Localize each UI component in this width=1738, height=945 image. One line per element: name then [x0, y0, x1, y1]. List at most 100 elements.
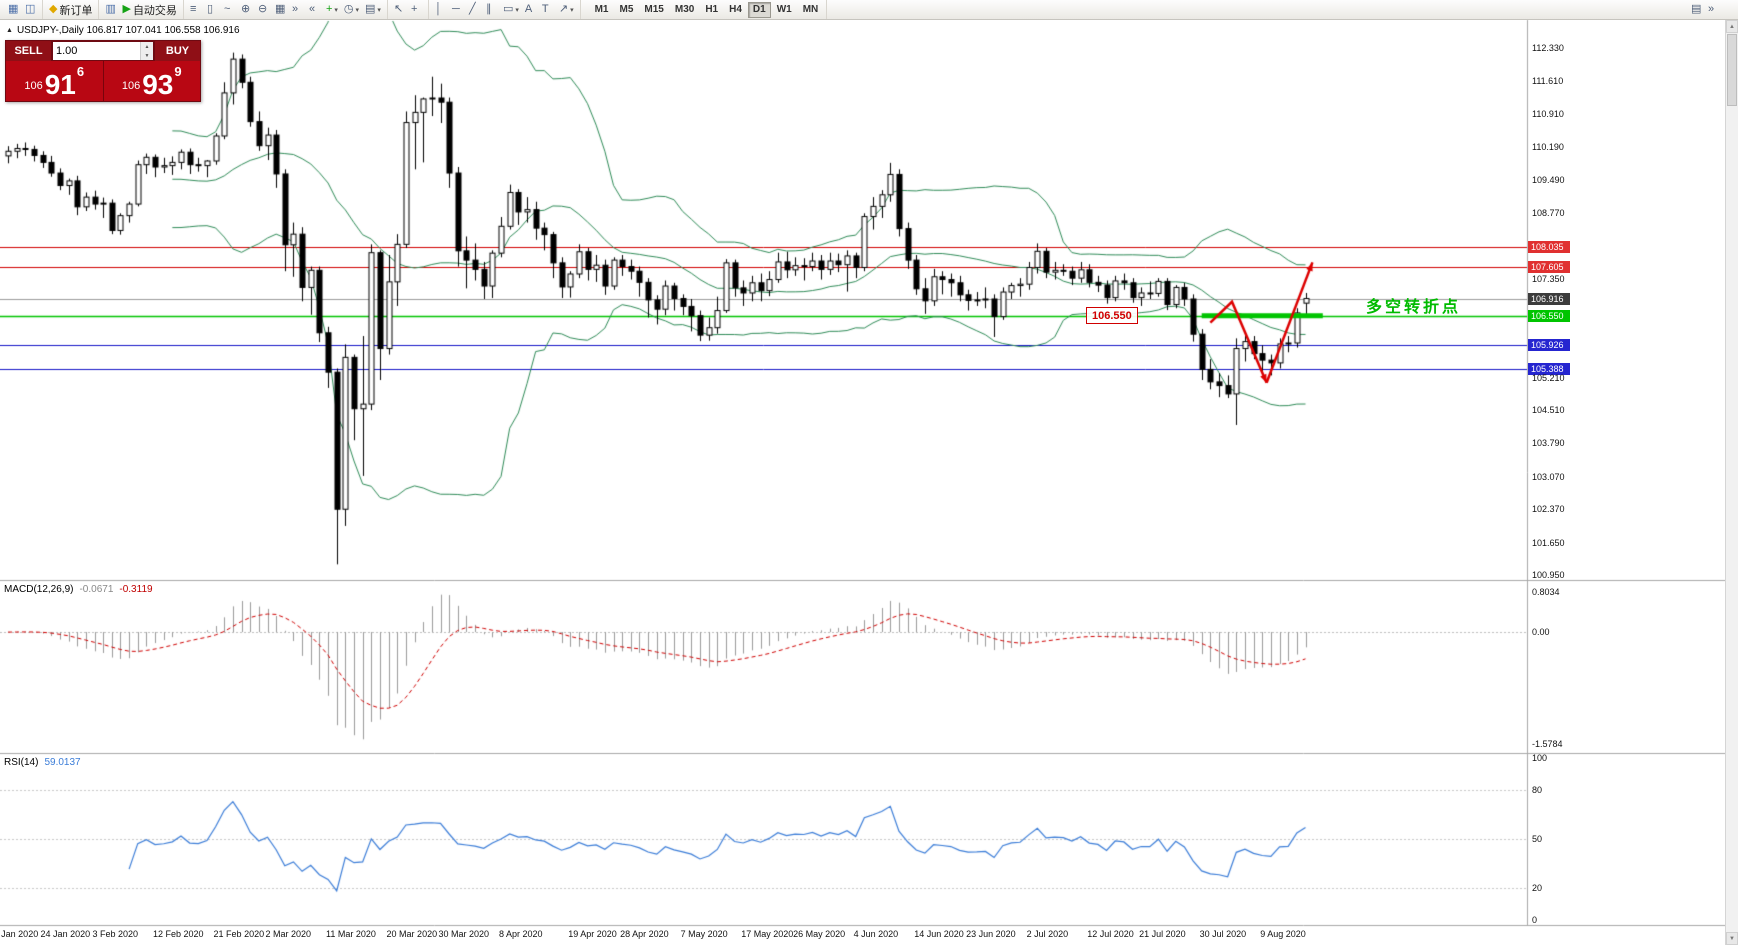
sell-price-pip: 6: [76, 64, 85, 79]
arrows-icon: ↗: [558, 3, 569, 15]
arrows-button[interactable]: ↗ ▾: [556, 1, 577, 18]
trendline-icon: ╱: [468, 3, 476, 15]
timeframe-d1-button[interactable]: D1: [747, 1, 771, 18]
horizontal-line-icon: ─: [451, 3, 460, 15]
timeframe-h1-button[interactable]: H1: [700, 2, 723, 18]
timeframe-w1-button[interactable]: W1: [772, 2, 797, 18]
price-axis-label: 108.770: [1532, 207, 1565, 218]
volume-increase-button[interactable]: ▲: [141, 42, 153, 51]
tile-windows-button[interactable]: ▦: [272, 1, 289, 18]
rsi-name: RSI(14): [4, 757, 39, 768]
cursor-icon: ↖: [393, 3, 404, 15]
price-scale[interactable]: 112.330 111.610 110.910 110.190 109.490 108.7…: [1527, 0, 1738, 945]
periods-button[interactable]: ◷ ▾: [341, 1, 362, 18]
zoom-out-button[interactable]: ⊖: [255, 1, 272, 18]
time-axis-label: 26 May 2020: [793, 929, 846, 939]
zoom-in-button[interactable]: ⊕: [238, 1, 255, 18]
cursor-button[interactable]: ↖: [391, 1, 408, 18]
rsi-axis-label: 0: [1532, 915, 1538, 925]
templates-button[interactable]: ▤ ▾: [362, 1, 384, 18]
timeframe-mn-button[interactable]: MN: [798, 2, 824, 18]
indicators-icon: +: [325, 3, 333, 15]
time-axis-label: 9 Aug 2020: [1260, 929, 1306, 939]
time-axis-label: 11 Mar 2020: [326, 929, 376, 939]
price-axis-label: 110.910: [1532, 108, 1564, 119]
bar-chart-button[interactable]: ≡: [187, 1, 204, 18]
auto-scroll-button[interactable]: »: [289, 1, 306, 18]
price-axis-label: 105.210: [1532, 372, 1565, 383]
scroll-up-icon[interactable]: ▲: [1726, 20, 1738, 33]
sell-price-display[interactable]: 106 91 6: [6, 61, 103, 101]
rsi-indicator-label: RSI(14) 59.0137: [4, 757, 81, 768]
volume-decrease-button[interactable]: ▼: [141, 51, 153, 60]
symbol-ohlc-text: USDJPY-,Daily 106.817 107.041 106.558 10…: [16, 25, 240, 36]
chart-shift-button[interactable]: «: [306, 1, 323, 18]
candlestick-chart-icon: ▯: [206, 3, 213, 15]
timeframe-toolbar: M1 M5 M15 M30 H1 H4 D1 W1 MN: [587, 0, 828, 19]
macd-axis-label: 0.00: [1532, 627, 1550, 638]
line-chart-icon: ~: [223, 3, 231, 15]
candlestick-chart-button[interactable]: ▯: [204, 1, 221, 18]
zoom-in-icon: ⊕: [240, 3, 251, 15]
volume-input[interactable]: [53, 42, 140, 60]
time-axis-label: 28 Apr 2020: [620, 929, 669, 939]
toolbar-overflow-button[interactable]: »: [1705, 1, 1722, 18]
trendline-button[interactable]: ╱: [466, 1, 483, 18]
auto-trading-button[interactable]: ▶ 自动交易: [119, 1, 179, 18]
chart-profiles-button[interactable]: ◫: [22, 1, 39, 18]
buy-button[interactable]: BUY: [154, 41, 200, 61]
timeframe-m5-button[interactable]: M5: [615, 2, 639, 18]
text-button[interactable]: A: [522, 1, 539, 18]
time-axis-label: 21 Feb 2020: [213, 929, 265, 939]
time-axis-label: 4 Jun 2020: [853, 929, 899, 939]
new-order-button[interactable]: ◆ 新订单: [46, 1, 95, 18]
vertical-line-button[interactable]: │: [432, 1, 449, 18]
auto-trading-label: 自动交易: [132, 4, 177, 17]
dropdown-caret-icon: ▾: [377, 6, 381, 14]
time-axis-label: 21 Jul 2020: [1139, 929, 1186, 939]
text-label-button[interactable]: T: [539, 1, 556, 18]
scroll-down-icon[interactable]: ▼: [1726, 932, 1738, 945]
chart-shift-icon: «: [308, 3, 316, 15]
chart-list-button[interactable]: ▤: [1688, 1, 1705, 18]
macd-axis-label: 0.8034: [1532, 587, 1560, 597]
macd-signal-value: -0.3119: [119, 584, 153, 595]
sell-button[interactable]: SELL: [6, 41, 52, 61]
toolbar-group: ▦ ◫: [2, 0, 43, 19]
time-axis-label: 17 May 2020: [741, 929, 794, 939]
line-chart-button[interactable]: ~: [221, 1, 238, 18]
dropdown-caret-icon: ▾: [355, 6, 360, 14]
time-axis-label: 30 Jul 2020: [1199, 929, 1247, 939]
tile-windows-icon: ▦: [274, 3, 286, 15]
price-axis-label: 110.190: [1532, 142, 1564, 153]
equidistant-channel-button[interactable]: ∥: [483, 1, 500, 18]
new-chart-button[interactable]: ▦: [5, 1, 22, 18]
time-axis-label: 14 Jun 2020: [914, 929, 964, 939]
horizontal-line-button[interactable]: ─: [449, 1, 466, 18]
market-watch-button[interactable]: ▥: [102, 1, 119, 18]
timeframe-h4-button[interactable]: H4: [724, 2, 747, 18]
crosshair-icon: +: [410, 3, 418, 15]
trade-panel-collapse-icon[interactable]: ▲: [6, 27, 13, 34]
sell-price-main: 91: [44, 68, 76, 100]
indicators-button[interactable]: + ▾: [323, 1, 341, 18]
timeframe-m1-button[interactable]: M1: [590, 2, 614, 18]
scrollbar-thumb[interactable]: [1727, 34, 1737, 106]
time-axis-label: 2 Mar 2020: [265, 929, 311, 939]
buy-price-display[interactable]: 106 93 9: [102, 61, 201, 101]
crosshair-button[interactable]: +: [408, 1, 425, 18]
rsi-axis-label: 80: [1532, 785, 1543, 796]
timeframe-m15-button[interactable]: M15: [639, 2, 668, 18]
one-click-trading-panel: SELL ▲ ▼ BUY 106 91 6 106 93 9: [5, 40, 201, 102]
periods-icon: ◷: [343, 3, 354, 15]
shapes-button[interactable]: ▭ ▾: [500, 1, 522, 18]
timeframe-m30-button[interactable]: M30: [670, 2, 699, 18]
new-order-label: 新订单: [59, 4, 93, 17]
macd-indicator-label: MACD(12,26,9) -0.0671 -0.3119: [4, 584, 153, 595]
bar-chart-icon: ≡: [189, 3, 197, 15]
main-toolbar: ▦ ◫ ◆ 新订单 ▥ ▶ 自动交易 ≡ ▯ ~ ⊕ ⊖ ▦» «+ ▾ ◷ ▾ ▤ ▾ ↖ + │ ─ ╱ ∥ ▭ ▾ A T ↗ ▾ M1…: [0, 0, 1738, 20]
pivot-price-label: 106.550: [1086, 307, 1138, 324]
vertical-scrollbar[interactable]: ▲ ▼: [1725, 20, 1738, 945]
